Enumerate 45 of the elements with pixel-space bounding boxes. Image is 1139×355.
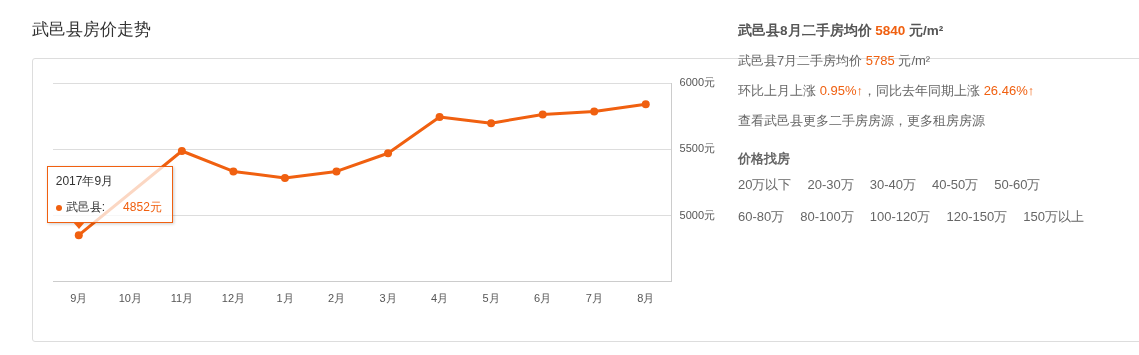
point: [229, 167, 238, 176]
point: [590, 107, 599, 116]
text: 20万以下: [738, 176, 792, 194]
x-tick-label: 4月: [431, 292, 449, 305]
point: [74, 231, 83, 240]
x-tick-label: 3月: [379, 292, 397, 305]
x-tick-label: 7月: [585, 292, 603, 305]
text: 查看武邑县更多二手房房源，更多租房房源: [738, 113, 985, 128]
annotation: 武邑县:: [65, 199, 106, 217]
annotation: 4852元: [123, 199, 162, 217]
y-tick-label: 5000元: [679, 208, 716, 221]
y-tick-label: 6000元: [679, 76, 716, 89]
y-tick-label: 5500元: [679, 142, 716, 155]
point: [332, 167, 341, 176]
point: [384, 149, 393, 158]
x-tick-label: 2月: [327, 292, 346, 305]
text: 武邑县8月二手房均价 5840 元/m²: [738, 23, 944, 38]
point: [280, 174, 289, 183]
text: 60-80万: [738, 208, 785, 226]
text: 150万以上: [1023, 208, 1084, 226]
x-tick-label: 10月: [118, 292, 142, 305]
x-tick-label: 5月: [482, 292, 500, 305]
text: 100-120万: [869, 208, 931, 226]
text: 80-100万: [800, 208, 854, 226]
annotation: 2017年9月: [55, 173, 115, 191]
text: 40-50万: [931, 176, 979, 194]
text: 30-40万: [869, 176, 916, 194]
text: 环比上月上涨 0.95%↑，同比去年同期上涨 26.46%↑: [738, 83, 1035, 98]
point: [435, 113, 444, 122]
chart-title: 武邑县房价走势: [32, 19, 151, 41]
x-tick-label: 1月: [276, 292, 294, 305]
point: [538, 110, 547, 119]
text: 20-30万: [807, 176, 854, 194]
text: 武邑县7月二手房均价 5785 元/m²: [738, 53, 931, 68]
point: [641, 100, 650, 109]
point: [177, 146, 186, 155]
text: 50-60万: [994, 176, 1041, 194]
point: [487, 119, 496, 128]
x-tick-label: 12月: [221, 292, 246, 305]
x-tick-label: 8月: [637, 292, 655, 305]
text: 价格找房: [738, 150, 791, 168]
text: 120-150万: [946, 208, 1008, 226]
x-tick-label: 9月: [70, 292, 88, 305]
x-tick-label: 11月: [170, 292, 194, 305]
x-tick-label: 6月: [534, 292, 552, 305]
